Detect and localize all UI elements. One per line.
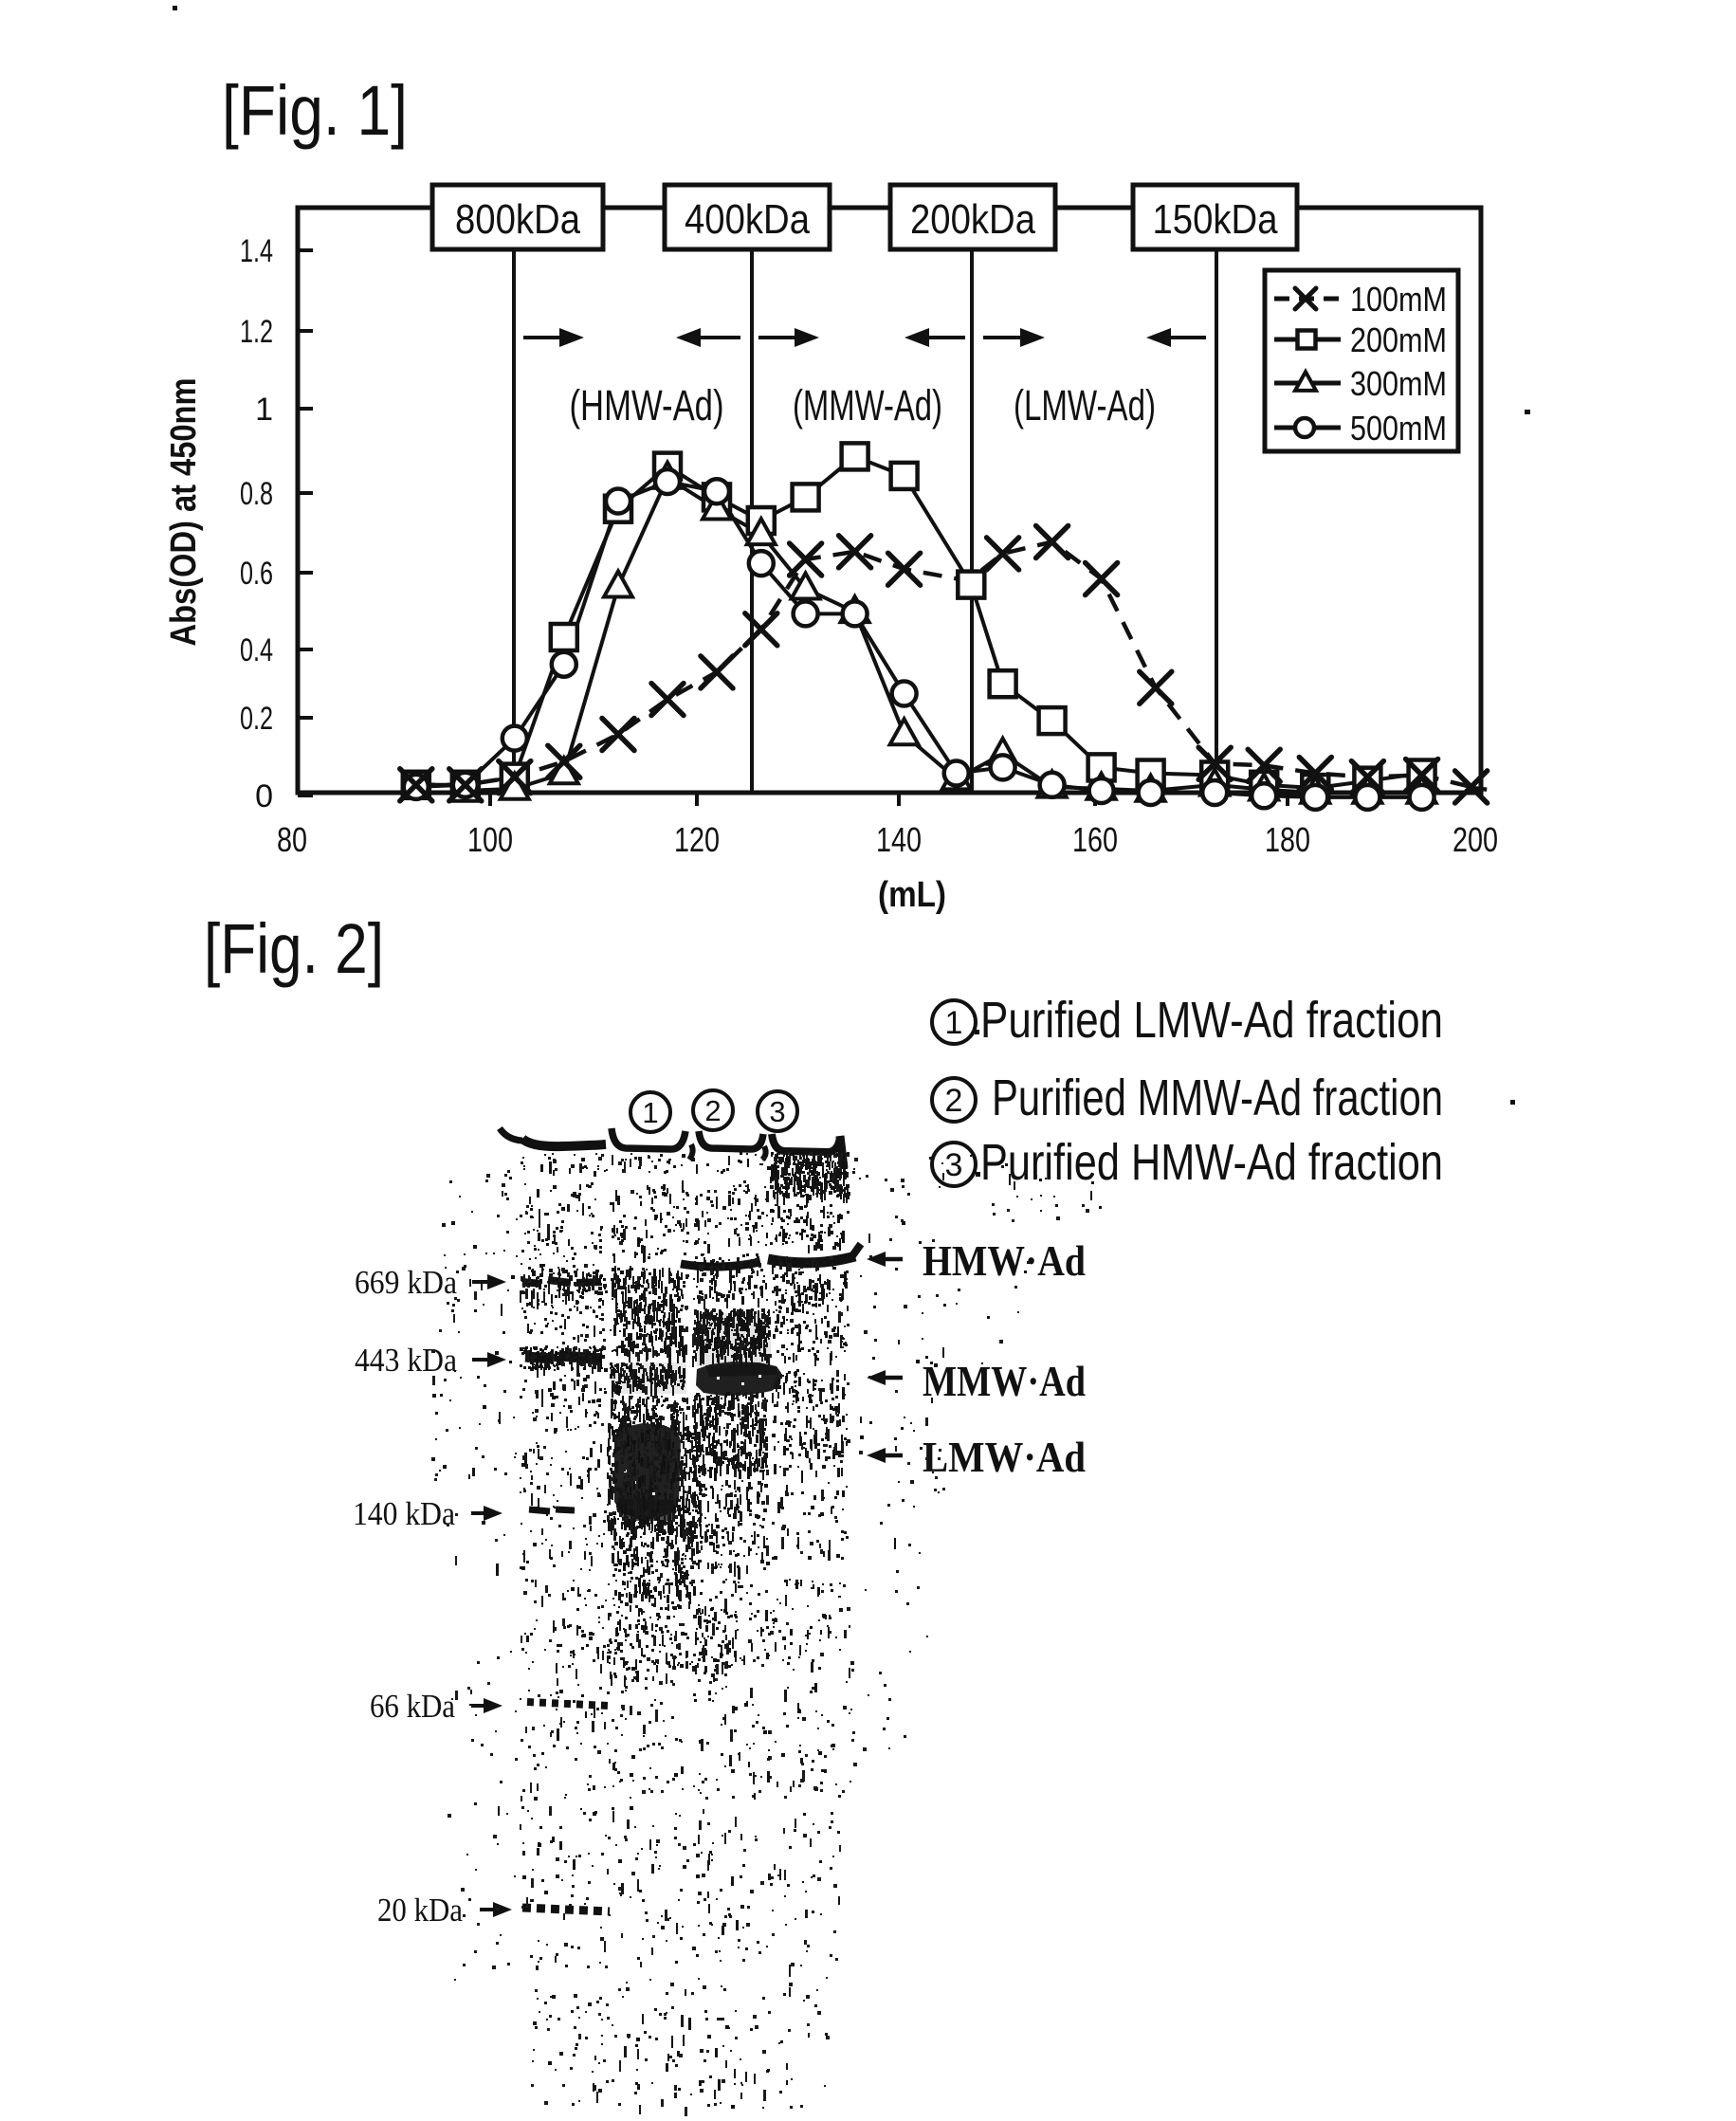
svg-text:1.2: 1.2 <box>240 314 273 350</box>
svg-text:HMW·Ad: HMW·Ad <box>923 1236 1086 1285</box>
svg-text:(mL): (mL) <box>878 875 946 915</box>
svg-text:20 kDa: 20 kDa <box>377 1892 463 1929</box>
svg-text:150kDa: 150kDa <box>1153 196 1278 243</box>
svg-text:443 kDa: 443 kDa <box>355 1342 457 1379</box>
svg-text:120: 120 <box>674 820 720 859</box>
svg-text:Abs(OD) at 450nm: Abs(OD) at 450nm <box>164 378 204 647</box>
svg-text:140 kDa: 140 kDa <box>353 1495 455 1532</box>
svg-text:(MMW-Ad): (MMW-Ad) <box>793 381 942 430</box>
svg-text:3: 3 <box>945 1147 963 1183</box>
svg-text:669 kDa: 669 kDa <box>355 1264 457 1301</box>
svg-text:400kDa: 400kDa <box>685 196 810 243</box>
svg-text:200mM: 200mM <box>1350 320 1447 359</box>
svg-text:1: 1 <box>255 392 273 428</box>
svg-text:2: 2 <box>704 1094 721 1127</box>
svg-text:100: 100 <box>467 820 513 859</box>
svg-text:[Fig. 2]: [Fig. 2] <box>204 909 384 988</box>
svg-text:0.2: 0.2 <box>240 701 273 737</box>
svg-text:66 kDa: 66 kDa <box>370 1688 455 1725</box>
svg-text:Purified LMW-Ad fraction: Purified LMW-Ad fraction <box>980 992 1443 1049</box>
svg-text:200kDa: 200kDa <box>910 196 1035 243</box>
svg-text:200: 200 <box>1453 820 1498 859</box>
svg-text:1.4: 1.4 <box>240 233 273 269</box>
svg-text:1: 1 <box>945 1005 963 1041</box>
svg-text:(LMW-Ad): (LMW-Ad) <box>1014 381 1156 430</box>
svg-text:1: 1 <box>642 1096 658 1129</box>
svg-text:180: 180 <box>1265 820 1310 859</box>
svg-text:80: 80 <box>277 820 307 859</box>
svg-text:500mM: 500mM <box>1350 409 1447 448</box>
svg-text:100mM: 100mM <box>1350 280 1447 319</box>
svg-text:0.8: 0.8 <box>240 476 273 512</box>
svg-text:2: 2 <box>945 1083 963 1119</box>
svg-text:0.6: 0.6 <box>240 556 273 592</box>
svg-text:0.4: 0.4 <box>240 632 273 668</box>
svg-text:140: 140 <box>876 820 922 859</box>
svg-text:MMW·Ad: MMW·Ad <box>923 1357 1086 1405</box>
svg-text:Purified MMW-Ad fraction: Purified MMW-Ad fraction <box>992 1070 1443 1126</box>
svg-text:LMW·Ad: LMW·Ad <box>923 1433 1086 1481</box>
svg-text:3: 3 <box>769 1095 785 1128</box>
svg-text:[Fig. 1]: [Fig. 1] <box>222 71 408 150</box>
svg-text:800kDa: 800kDa <box>455 196 580 243</box>
svg-text:300mM: 300mM <box>1350 364 1447 403</box>
svg-text:Purified HMW-Ad fraction: Purified HMW-Ad fraction <box>980 1134 1443 1191</box>
svg-text:(HMW-Ad): (HMW-Ad) <box>570 381 724 430</box>
svg-text:0: 0 <box>255 778 273 814</box>
svg-text:160: 160 <box>1072 820 1118 859</box>
